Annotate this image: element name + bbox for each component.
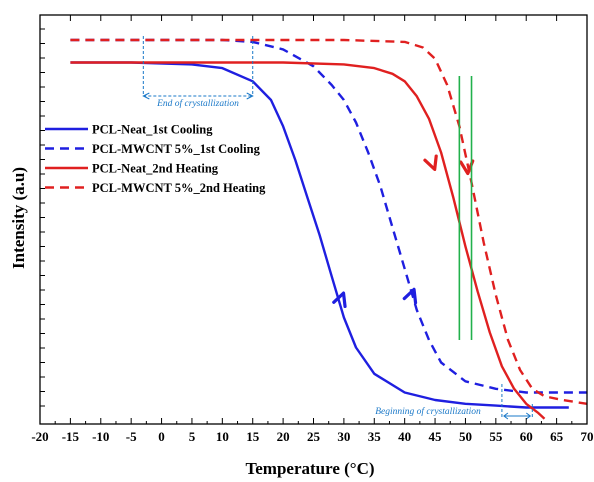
legend-label-2: PCL-MWCNT 5%_1st Cooling bbox=[92, 142, 261, 156]
x-tick-label: 65 bbox=[550, 429, 564, 444]
x-tick-label: 55 bbox=[489, 429, 503, 444]
series-line-4 bbox=[70, 38, 588, 405]
x-tick-label: 0 bbox=[158, 429, 165, 444]
cooling-arrow-mwcnt bbox=[402, 287, 418, 305]
curves bbox=[70, 38, 588, 420]
series-line-1 bbox=[70, 61, 569, 409]
x-tick-label: 10 bbox=[216, 429, 229, 444]
cooling-arrow-mwcnt-shape bbox=[402, 287, 418, 305]
x-tick-label: 60 bbox=[520, 429, 533, 444]
legend-label-3: PCL-Neat_2nd Heating bbox=[92, 162, 219, 176]
legend-label-4: PCL-MWCNT 5%_2nd Heating bbox=[92, 181, 266, 195]
cooling-arrow-neat bbox=[332, 291, 347, 309]
x-tick-label: 20 bbox=[277, 429, 290, 444]
annotation-end-crystallization: End of crystallization bbox=[156, 98, 239, 109]
x-tick-label: 30 bbox=[337, 429, 350, 444]
x-tick-label: 15 bbox=[246, 429, 260, 444]
legend-label-1: PCL-Neat_1st Cooling bbox=[92, 123, 213, 137]
axes: -20 -15 -10 -5 0 5 10 15 20 25 30 35 40 45 50 55 60 65 70 bbox=[31, 14, 594, 444]
x-tick-label: 5 bbox=[189, 429, 196, 444]
x-tick-label: 45 bbox=[429, 429, 443, 444]
annotation-beginning-crystallization: Beginning of crystallization bbox=[375, 406, 481, 417]
x-tick-label: -5 bbox=[126, 429, 137, 444]
x-axis-title: Temperature (°C) bbox=[245, 459, 374, 478]
heating-arrow-neat-shape bbox=[423, 154, 438, 171]
annotations: End of crystallization Beginning of cryst… bbox=[142, 36, 533, 420]
series-line-2 bbox=[70, 38, 587, 394]
x-tick-label: 40 bbox=[398, 429, 411, 444]
x-tick-label: 70 bbox=[581, 429, 594, 444]
legend: PCL-Neat_1st Cooling PCL-MWCNT 5%_1st Coo… bbox=[45, 123, 266, 195]
cooling-arrow-neat-shape bbox=[332, 291, 347, 309]
x-tick-label: 35 bbox=[368, 429, 382, 444]
y-axis-title: Intensity (a.u) bbox=[9, 167, 28, 269]
x-tick-label: 25 bbox=[307, 429, 321, 444]
x-tick-label: -10 bbox=[92, 429, 109, 444]
heating-arrow-neat bbox=[423, 154, 438, 171]
end-bracket-arrowheads bbox=[142, 92, 254, 100]
x-tick-label: 50 bbox=[459, 429, 472, 444]
begin-bracket-arrow bbox=[503, 412, 532, 420]
series-line-3 bbox=[70, 61, 546, 420]
x-tick-label: -15 bbox=[62, 429, 80, 444]
x-tick-label: -20 bbox=[31, 429, 48, 444]
